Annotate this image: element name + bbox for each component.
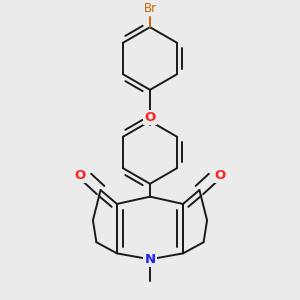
- Text: O: O: [215, 169, 226, 182]
- Text: O: O: [74, 169, 85, 182]
- Text: Br: Br: [143, 2, 157, 15]
- Text: N: N: [144, 253, 156, 266]
- Text: O: O: [144, 111, 156, 124]
